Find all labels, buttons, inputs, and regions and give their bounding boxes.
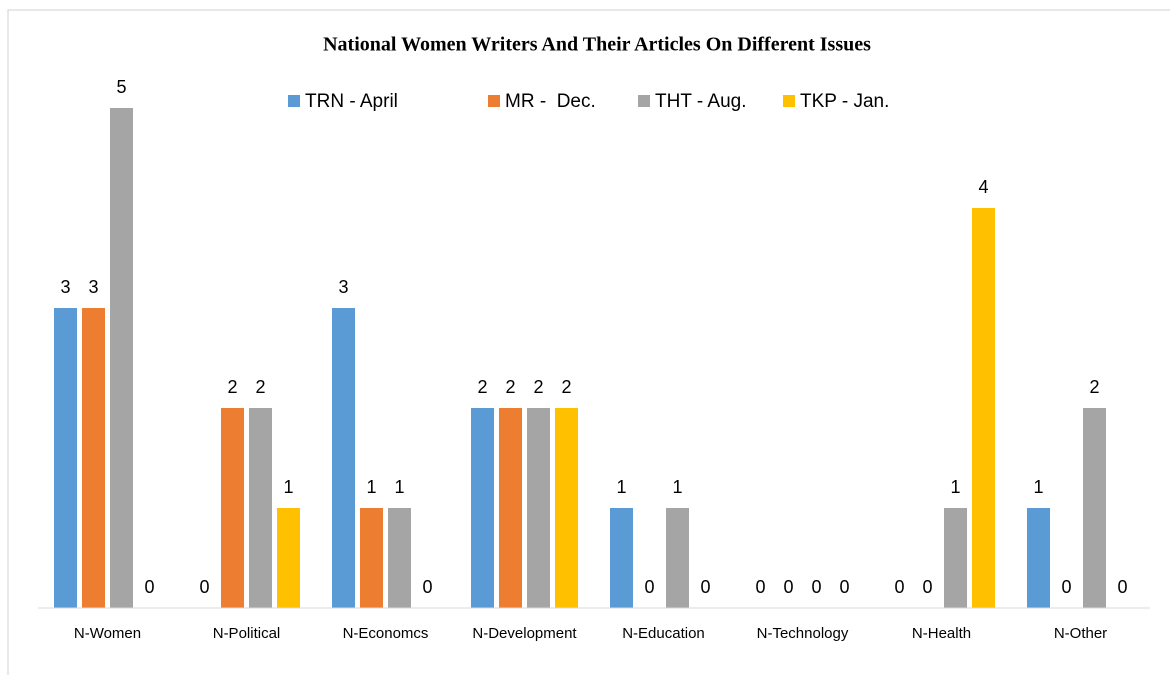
bar [499,408,522,608]
data-label: 2 [477,377,487,397]
data-label: 1 [950,477,960,497]
bar [82,308,105,608]
bar [527,408,550,608]
x-tick-label: N-Development [472,625,577,642]
bar [221,408,244,608]
x-tick-label: N-Political [213,625,281,642]
data-label: 0 [839,577,849,597]
data-label: 0 [922,577,932,597]
data-label: 2 [505,377,515,397]
data-label: 2 [255,377,265,397]
x-tick-label: N-Education [622,625,705,642]
data-label: 1 [672,477,682,497]
legend-label: TKP - Jan. [800,91,889,112]
data-label: 0 [644,577,654,597]
legend-swatch [638,95,650,107]
chart-title: National Women Writers And Their Article… [323,34,871,56]
data-label: 0 [783,577,793,597]
bar [388,508,411,608]
legend-swatch [783,95,795,107]
data-label: 2 [1089,377,1099,397]
data-label: 1 [1033,477,1043,497]
x-tick-label: N-Women [74,625,141,642]
data-label: 0 [422,577,432,597]
bar [555,408,578,608]
x-tick-label: N-Technology [757,625,849,642]
data-label: 2 [561,377,571,397]
bar [277,508,300,608]
data-label: 5 [116,77,126,97]
x-tick-label: N-Other [1054,625,1107,642]
bar [610,508,633,608]
data-label: 0 [811,577,821,597]
bar [1027,508,1050,608]
legend-swatch [288,95,300,107]
data-label: 2 [227,377,237,397]
x-tick-label: N-Economcs [343,625,429,642]
bar [972,208,995,608]
bar [110,108,133,608]
data-label: 0 [1117,577,1127,597]
x-tick-label: N-Health [912,625,971,642]
bar [249,408,272,608]
bar [1083,408,1106,608]
data-label: 1 [616,477,626,497]
data-label: 3 [88,277,98,297]
chart-frame [7,9,1170,675]
data-label: 1 [394,477,404,497]
data-label: 0 [1061,577,1071,597]
data-label: 3 [60,277,70,297]
legend-swatch [488,95,500,107]
data-label: 0 [199,577,209,597]
data-label: 1 [366,477,376,497]
bar [54,308,77,608]
bar [471,408,494,608]
data-label: 1 [283,477,293,497]
data-label: 0 [894,577,904,597]
bar [944,508,967,608]
data-label: 0 [755,577,765,597]
bar [360,508,383,608]
data-label: 0 [700,577,710,597]
legend-label: TRN - April [305,91,398,112]
data-label: 3 [338,277,348,297]
legend-label: THT - Aug. [655,91,747,112]
bar [666,508,689,608]
data-label: 2 [533,377,543,397]
bar [332,308,355,608]
data-label: 4 [978,177,988,197]
data-label: 0 [144,577,154,597]
legend-label: MR - Dec. [505,91,596,112]
